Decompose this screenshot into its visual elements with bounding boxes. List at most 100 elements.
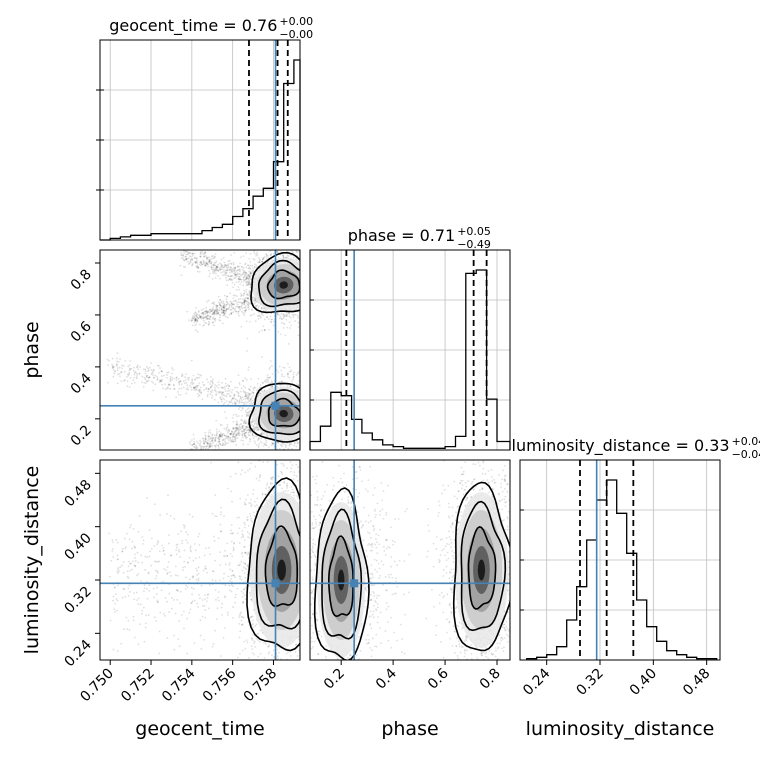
scatter-point [205,312,208,315]
scatter-point [212,378,214,381]
scatter-point [304,397,306,399]
scatter-point [222,311,225,313]
scatter-point [147,376,150,379]
scatter-point [159,367,161,369]
scatter-point [224,435,227,437]
scatter-point [222,270,224,273]
scatter-point [222,386,224,389]
scatter-point [246,280,249,283]
scatter-point [223,314,226,316]
scatter-point [221,433,224,436]
scatter-point [194,319,196,322]
scatter-point [240,294,243,297]
scatter-point [136,366,139,368]
scatter-point [213,271,216,274]
scatter-point [231,397,234,399]
scatter-point [156,376,159,378]
scatter-point [253,302,256,305]
scatter-point [222,306,225,308]
scatter-point [209,393,212,396]
scatter-point [156,364,159,367]
scatter-point [256,314,259,317]
scatter-point [236,272,239,275]
scatter-point [205,445,208,448]
scatter-point [301,268,303,270]
scatter-point [306,309,308,311]
scatter-point [173,388,175,390]
scatter-point [220,305,223,307]
scatter-point [204,251,207,254]
scatter-point [195,454,197,456]
scatter-point [128,372,131,374]
scatter-point [206,315,208,318]
scatter-point [306,280,308,282]
scatter-point [216,269,219,272]
scatter-point [214,439,217,441]
scatter-point [219,268,222,271]
scatter-point [127,374,130,377]
scatter-point [248,403,251,405]
scatter-point [193,316,196,319]
scatter-point [306,283,308,285]
scatter-point [226,267,229,269]
scatter-point [215,272,217,275]
scatter-point [222,305,225,308]
scatter-point [292,251,294,254]
scatter-point [254,386,257,389]
scatter-point [224,315,227,318]
scatter-point [243,433,246,436]
scatter-point [215,452,217,454]
scatter-point [280,375,283,378]
scatter-point [191,257,194,260]
scatter-point [194,386,197,389]
scatter-point [160,370,163,372]
scatter-point [148,376,150,379]
scatter-point [200,261,203,264]
scatter-point [304,278,306,280]
scatter-point [211,436,214,439]
scatter-point [201,251,204,254]
scatter-point [301,404,303,406]
scatter-point [242,385,245,387]
scatter-point [115,357,118,360]
scatter-point [240,306,243,309]
scatter-point [152,369,155,371]
scatter-point [303,443,305,445]
scatter-point [288,321,291,323]
scatter-point [205,445,208,448]
scatter-point [244,306,247,309]
scatter-point [212,312,215,314]
scatter-point [193,252,196,255]
scatter-point [289,327,291,329]
scatter-point [248,267,251,270]
scatter-point [238,307,241,310]
scatter-point [307,289,309,291]
scatter-point [193,387,196,389]
scatter-point [207,265,210,268]
scatter-point [295,250,298,253]
scatter-point [244,273,246,276]
scatter-point [251,396,254,399]
scatter-point [213,269,216,271]
scatter-point [180,375,183,377]
scatter-point [262,309,265,312]
scatter-point [252,392,255,395]
scatter-point [213,437,215,439]
scatter-point [184,255,187,258]
scatter-point [185,259,188,261]
scatter-point [234,310,237,313]
scatter-point [307,436,309,438]
scatter-point [308,413,310,415]
scatter-point [227,275,230,277]
scatter-point [244,297,246,300]
scatter-point [292,378,295,381]
scatter-point [227,275,229,278]
scatter-point [148,376,151,379]
scatter-point [237,286,240,289]
scatter-point [131,382,133,385]
scatter-point [234,273,236,276]
scatter-point [196,316,198,318]
scatter-point [262,445,265,447]
scatter-point [138,373,141,375]
scatter-point [196,392,199,395]
